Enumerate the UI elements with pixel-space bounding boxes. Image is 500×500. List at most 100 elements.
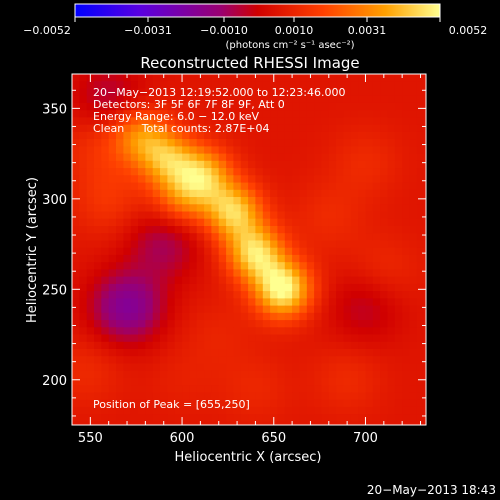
heatmap-cell	[196, 385, 205, 393]
heatmap-cell	[226, 88, 234, 97]
heatmap-cell	[94, 226, 102, 234]
heatmap-cell	[196, 204, 205, 213]
heatmap-cell	[211, 399, 220, 408]
heatmap-cell	[218, 247, 227, 256]
heatmap-cell	[262, 124, 271, 133]
heatmap-cell	[196, 218, 205, 227]
heatmap-cell	[123, 298, 132, 307]
heatmap-cell	[424, 182, 426, 191]
heatmap-cell	[160, 131, 168, 140]
colorbar-gradient	[74, 3, 441, 18]
heatmap-cell	[292, 189, 300, 198]
heatmap-cell	[160, 392, 168, 401]
heatmap-cell	[277, 175, 286, 184]
heatmap-cell	[372, 240, 381, 249]
heatmap-cell	[160, 117, 168, 126]
heatmap-cell	[365, 385, 374, 393]
heatmap-cell	[365, 363, 374, 372]
heatmap-cell	[372, 110, 381, 118]
heatmap-cell	[402, 406, 411, 415]
heatmap-cell	[350, 276, 359, 285]
heatmap-cell	[72, 240, 80, 249]
heatmap-cell	[138, 363, 146, 372]
heatmap-cell	[424, 283, 426, 292]
heatmap-cell	[365, 168, 374, 176]
heatmap-cell	[416, 131, 425, 140]
heatmap-cell	[424, 312, 426, 321]
heatmap-cell	[138, 160, 146, 169]
heatmap-cell	[218, 88, 227, 97]
heatmap-cell	[321, 240, 330, 249]
heatmap-cell	[402, 146, 411, 155]
heatmap-cell	[145, 298, 154, 307]
heatmap-cell	[343, 262, 352, 270]
heatmap-cell	[218, 378, 227, 386]
heatmap-cell	[284, 399, 293, 408]
heatmap-cell	[160, 349, 168, 357]
heatmap-cell	[387, 226, 396, 234]
heatmap-cell	[130, 356, 139, 364]
heatmap-cell	[328, 175, 337, 184]
heatmap-cell	[336, 88, 344, 97]
heatmap-cell	[277, 95, 286, 104]
heatmap-cell	[292, 283, 300, 292]
heatmap-cell	[152, 240, 161, 249]
heatmap-cell	[292, 276, 300, 285]
heatmap-cell	[116, 117, 124, 126]
heatmap-cell	[240, 153, 249, 162]
heatmap-cell	[343, 218, 352, 227]
heatmap-cell	[402, 197, 411, 205]
heatmap-cell	[262, 378, 271, 386]
heatmap-cell	[277, 240, 286, 249]
heatmap-cell	[255, 124, 264, 133]
heatmap-cell	[336, 204, 344, 213]
heatmap-cell	[189, 298, 198, 307]
heatmap-cell	[409, 233, 418, 241]
heatmap-cell	[380, 124, 388, 133]
heatmap-cell	[255, 385, 264, 393]
heatmap-cell	[72, 175, 80, 184]
heatmap-cell	[218, 421, 227, 425]
heatmap-cell	[343, 247, 352, 256]
heatmap-cell	[108, 204, 117, 213]
heatmap-cell	[336, 262, 344, 270]
heatmap-cell	[343, 276, 352, 285]
heatmap-cell	[182, 276, 190, 285]
heatmap-cell	[416, 327, 425, 336]
x-tick-label: 700	[353, 431, 378, 446]
heatmap-cell	[204, 406, 212, 415]
heatmap-cell	[394, 240, 403, 249]
heatmap-cell	[182, 421, 190, 425]
heatmap-cell	[189, 139, 198, 147]
heatmap-cell	[226, 399, 234, 408]
heatmap-cell	[306, 247, 315, 256]
heatmap-cell	[138, 406, 146, 415]
heatmap-cell	[226, 370, 234, 379]
heatmap-cell	[394, 392, 403, 401]
heatmap-cell	[204, 298, 212, 307]
heatmap-cell	[79, 385, 88, 393]
heatmap-cell	[189, 421, 198, 425]
heatmap-cell	[350, 197, 359, 205]
heatmap-cell	[196, 327, 205, 336]
heatmap-cell	[160, 175, 168, 184]
heatmap-cell	[321, 102, 330, 111]
heatmap-cell	[350, 81, 359, 89]
heatmap-cell	[204, 327, 212, 336]
heatmap-cell	[416, 254, 425, 263]
heatmap-cell	[72, 168, 80, 176]
heatmap-cell	[270, 240, 278, 249]
heatmap-cell	[358, 421, 366, 425]
heatmap-cell	[204, 276, 212, 285]
heatmap-cell	[358, 139, 366, 147]
heatmap-cell	[204, 334, 212, 343]
heatmap-cell	[218, 406, 227, 415]
heatmap-cell	[350, 189, 359, 198]
heatmap-cell	[424, 406, 426, 415]
heatmap-cell	[306, 262, 315, 270]
heatmap-cell	[365, 81, 374, 89]
heatmap-cell	[299, 182, 308, 191]
heatmap-cell	[79, 378, 88, 386]
heatmap-cell	[416, 124, 425, 133]
heatmap-cell	[380, 226, 388, 234]
